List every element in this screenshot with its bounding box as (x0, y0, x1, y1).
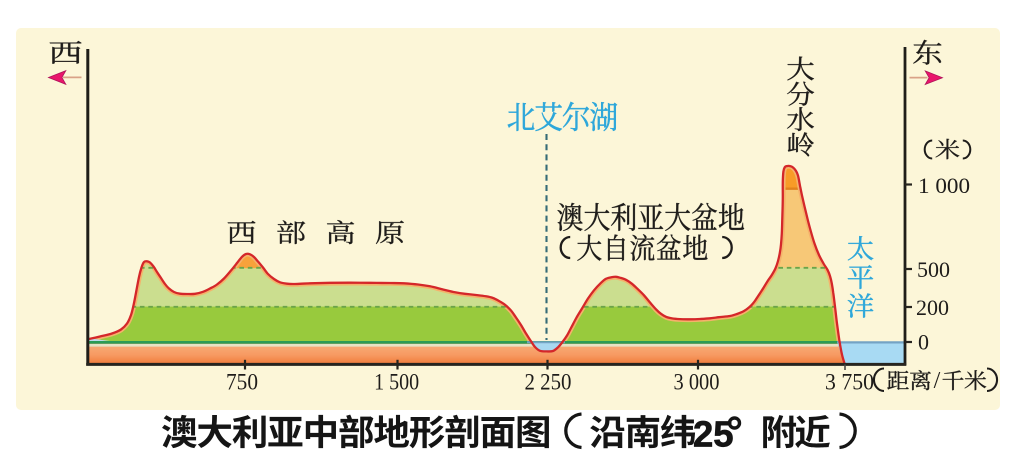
svg-text:750: 750 (226, 370, 258, 395)
svg-text:3 000: 3 000 (674, 370, 720, 395)
svg-text:/: / (934, 368, 941, 394)
svg-text:2 250: 2 250 (525, 370, 572, 395)
svg-text:200: 200 (916, 295, 949, 320)
svg-text:0: 0 (918, 330, 929, 355)
svg-text:25: 25 (693, 414, 734, 455)
svg-text:3 750: 3 750 (825, 370, 874, 395)
svg-text:1 000: 1 000 (918, 173, 970, 198)
svg-text:1 500: 1 500 (374, 370, 419, 395)
svg-text:500: 500 (917, 257, 950, 282)
